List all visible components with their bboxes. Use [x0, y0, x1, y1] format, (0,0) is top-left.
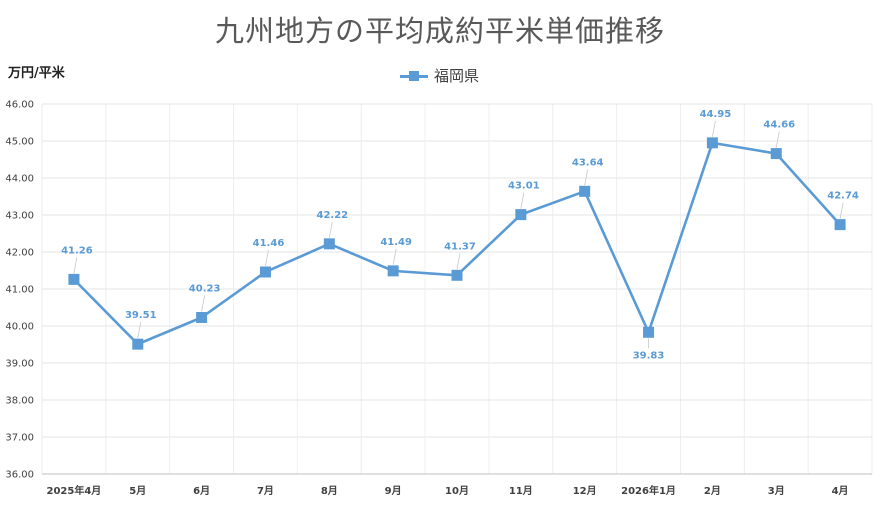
x-tick-label: 7月: [257, 485, 274, 497]
y-tick-label: 38.00: [5, 396, 34, 407]
data-label-leader: [775, 131, 780, 148]
data-point-marker: [451, 269, 463, 281]
y-tick-label: 36.00: [5, 470, 34, 481]
data-label: 41.46: [253, 238, 285, 249]
y-axis-unit-label: 万円/平米: [8, 66, 65, 81]
data-point-marker: [68, 273, 80, 285]
data-label: 44.95: [700, 109, 732, 120]
data-point-marker: [132, 338, 144, 350]
data-label: 39.83: [633, 350, 665, 361]
data-point-marker: [834, 219, 846, 231]
legend: 福岡県: [400, 65, 479, 86]
x-tick-label: 11月: [509, 485, 533, 497]
data-label-leader: [328, 221, 333, 238]
data-point-marker: [643, 326, 655, 338]
x-tick-label: 2025年4月: [47, 484, 102, 497]
data-point-marker: [706, 137, 718, 149]
y-tick-label: 42.00: [5, 248, 34, 259]
x-tick-label: 5月: [129, 485, 146, 497]
y-tick-label: 46.00: [5, 100, 34, 111]
y-tick-label: 37.00: [5, 433, 34, 444]
y-tick-label: 43.00: [5, 211, 34, 222]
y-tick-label: 41.00: [5, 285, 34, 296]
x-tick-label: 2026年1月: [621, 484, 676, 497]
x-tick-label: 12月: [573, 485, 597, 497]
data-label-leader: [711, 120, 716, 137]
x-tick-label: 4月: [832, 485, 849, 497]
data-point-marker: [323, 238, 335, 250]
data-label: 42.74: [827, 191, 859, 202]
data-label: 44.66: [763, 120, 795, 131]
y-tick-label: 39.00: [5, 359, 34, 370]
x-tick-label: 2月: [704, 485, 721, 497]
data-point-marker: [770, 148, 782, 160]
data-label-leader: [456, 253, 461, 270]
x-tick-label: 8月: [321, 485, 338, 497]
data-label-leader: [73, 257, 78, 274]
data-label-leader: [520, 192, 525, 209]
data-label: 41.26: [61, 245, 93, 256]
x-tick-label: 3月: [768, 485, 785, 497]
data-point-marker: [387, 265, 399, 277]
data-label: 39.51: [125, 310, 157, 321]
data-point-marker: [515, 209, 527, 221]
x-tick-label: 6月: [193, 485, 210, 497]
data-label: 41.49: [380, 237, 412, 248]
x-tick-label: 10月: [445, 485, 469, 497]
data-label: 43.01: [508, 181, 540, 192]
data-label: 43.64: [572, 157, 604, 168]
y-tick-label: 44.00: [5, 174, 34, 185]
chart-title: 九州地方の平均成約平米単価推移: [214, 14, 665, 48]
y-tick-label: 45.00: [5, 137, 34, 148]
y-tick-label: 40.00: [5, 322, 34, 333]
data-label-leader: [392, 248, 397, 265]
data-label-leader: [137, 322, 142, 339]
data-label-leader: [201, 295, 206, 312]
legend-line-marker-icon: [400, 70, 428, 82]
x-tick-label: 9月: [385, 485, 402, 497]
legend-series-name: 福岡県: [434, 67, 480, 85]
data-label: 41.37: [444, 241, 476, 252]
data-point-marker: [259, 266, 271, 278]
data-point-marker: [579, 185, 591, 197]
data-label: 42.22: [316, 210, 348, 221]
data-label-leader: [265, 249, 269, 267]
data-label: 40.23: [189, 283, 221, 294]
data-point-marker: [196, 311, 208, 323]
data-label-leader: [584, 169, 589, 186]
data-label-leader: [839, 202, 844, 219]
